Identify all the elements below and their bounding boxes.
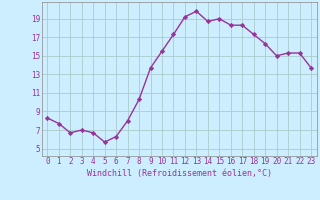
X-axis label: Windchill (Refroidissement éolien,°C): Windchill (Refroidissement éolien,°C) [87,169,272,178]
